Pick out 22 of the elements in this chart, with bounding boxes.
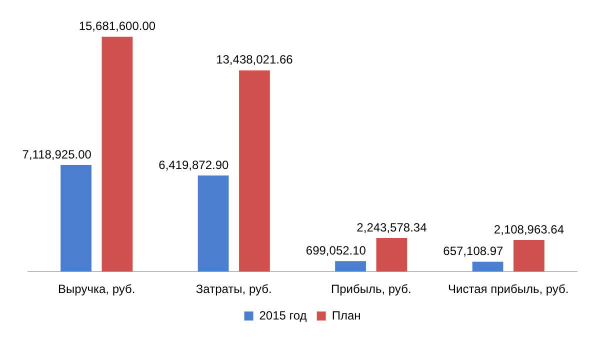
x-tick-label: Прибыль, руб. — [330, 282, 412, 296]
x-tick-label: Чистая прибыль, руб. — [448, 282, 569, 296]
data-label: 699,052.10 — [306, 243, 366, 258]
bar — [198, 175, 229, 272]
bar — [472, 262, 504, 272]
bar — [239, 70, 270, 272]
bar — [60, 164, 92, 272]
x-tick-label: Затраты, руб. — [196, 282, 272, 296]
legend-label: План — [332, 308, 361, 322]
x-tick-label: Выручка, руб. — [58, 282, 136, 296]
bar — [102, 36, 133, 272]
bar — [376, 238, 408, 272]
bar — [514, 240, 544, 272]
data-label: 2,243,578.34 — [356, 220, 428, 234]
data-label: 657,108.97 — [443, 244, 504, 258]
legend-label: 2015 год — [259, 308, 307, 322]
data-label: 2,108,963.64 — [494, 222, 564, 236]
data-label: 13,438,021.66 — [216, 52, 294, 67]
data-label: 7,118,925.00 — [22, 147, 92, 162]
bar — [335, 261, 366, 272]
data-label: 15,681,600.00 — [78, 19, 156, 34]
data-label: 6,419,872.90 — [158, 158, 230, 172]
